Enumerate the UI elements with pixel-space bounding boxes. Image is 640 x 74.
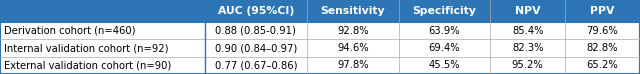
Text: 82.8%: 82.8%	[587, 43, 618, 53]
Bar	[0, 39, 640, 57]
Text: External validation cohort (n=90): External validation cohort (n=90)	[4, 60, 172, 70]
Text: 63.9%: 63.9%	[429, 26, 460, 36]
Text: AUC (95%CI): AUC (95%CI)	[218, 6, 294, 16]
Text: 65.2%: 65.2%	[587, 60, 618, 70]
Text: 94.6%: 94.6%	[337, 43, 369, 53]
Text: PPV: PPV	[590, 6, 615, 16]
Text: 0.90 (0.84–0.97): 0.90 (0.84–0.97)	[215, 43, 297, 53]
Text: Internal validation cohort (n=92): Internal validation cohort (n=92)	[4, 43, 169, 53]
Bar	[0, 0, 640, 22]
Bar	[0, 22, 640, 39]
Bar	[0, 57, 640, 74]
Text: 97.8%: 97.8%	[337, 60, 369, 70]
Text: 92.8%: 92.8%	[337, 26, 369, 36]
Text: 45.5%: 45.5%	[429, 60, 460, 70]
Text: 0.77 (0.67–0.86): 0.77 (0.67–0.86)	[214, 60, 297, 70]
Text: 79.6%: 79.6%	[587, 26, 618, 36]
Text: 0.88 (0.85-0.91): 0.88 (0.85-0.91)	[216, 26, 296, 36]
Text: Derivation cohort (n=460): Derivation cohort (n=460)	[4, 26, 136, 36]
Text: NPV: NPV	[515, 6, 540, 16]
Text: 82.3%: 82.3%	[512, 43, 543, 53]
Text: Specificity: Specificity	[413, 6, 476, 16]
Text: 69.4%: 69.4%	[429, 43, 460, 53]
Text: 85.4%: 85.4%	[512, 26, 543, 36]
Text: 95.2%: 95.2%	[512, 60, 543, 70]
Text: Sensitivity: Sensitivity	[321, 6, 385, 16]
